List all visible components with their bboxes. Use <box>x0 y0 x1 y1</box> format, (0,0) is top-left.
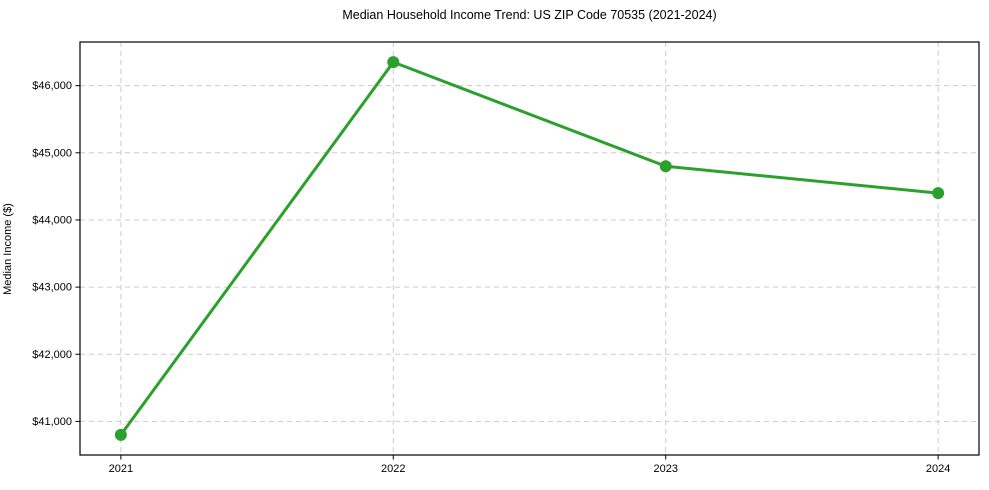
trend-line <box>119 60 940 437</box>
data-point-2022 <box>387 56 400 69</box>
chart-title: Median Household Income Trend: US ZIP Co… <box>342 8 717 22</box>
y-tick-label: $41,000 <box>32 416 72 428</box>
x-tick-label: 2023 <box>653 463 677 475</box>
y-tick-label: $42,000 <box>32 349 72 361</box>
y-tick-label: $45,000 <box>32 147 72 159</box>
y-tick-label: $43,000 <box>32 282 72 294</box>
data-point-2024 <box>932 187 945 200</box>
y-axis-title: Median Income ($) <box>2 203 14 295</box>
plot-border <box>79 41 980 456</box>
x-tick-label: 2021 <box>109 463 133 475</box>
data-point-2021 <box>114 428 127 441</box>
y-tick-label: $46,000 <box>32 80 72 92</box>
x-tick-label: 2024 <box>926 463 950 475</box>
data-point-2023 <box>659 160 672 173</box>
x-tick-label: 2022 <box>381 463 405 475</box>
y-tick-label: $44,000 <box>32 214 72 226</box>
